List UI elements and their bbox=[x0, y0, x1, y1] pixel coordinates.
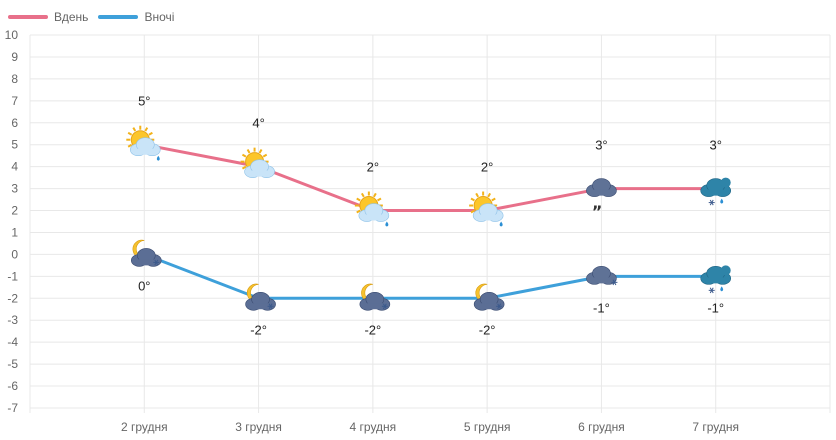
y-tick-label: 9 bbox=[11, 50, 18, 64]
x-tick-label: 4 грудня bbox=[350, 420, 397, 434]
x-tick-label: 5 грудня bbox=[464, 420, 511, 434]
svg-text:„: „ bbox=[592, 194, 603, 213]
data-label-night: -1° bbox=[593, 300, 610, 315]
series-line-night bbox=[143, 253, 716, 300]
y-tick-label: -2 bbox=[7, 291, 18, 305]
cloud-rain-snow-icon bbox=[700, 265, 732, 294]
x-tick-label: 7 грудня bbox=[692, 420, 739, 434]
data-label-night: 0° bbox=[138, 278, 150, 293]
moon-cloud-snow-icon bbox=[130, 239, 162, 267]
legend-item-day[interactable]: Вдень bbox=[8, 10, 88, 24]
y-tick-label: -3 bbox=[7, 313, 18, 327]
y-tick-label: -4 bbox=[7, 335, 18, 349]
series-line-day bbox=[144, 143, 716, 213]
data-label-night: -2° bbox=[250, 322, 267, 337]
moon-cloud-snow-icon bbox=[473, 283, 505, 311]
moon-cloud-snow-icon bbox=[245, 283, 276, 311]
legend-swatch-day bbox=[8, 15, 48, 19]
sun-cloud-rain-icon bbox=[126, 125, 161, 161]
dark-cloud-drizzle-icon: „ bbox=[586, 178, 617, 213]
y-tick-label: 2 bbox=[11, 204, 18, 218]
y-tick-label: 6 bbox=[11, 116, 18, 130]
y-tick-label: 3 bbox=[11, 182, 18, 196]
data-label-night: -1° bbox=[707, 300, 724, 315]
y-tick-label: 8 bbox=[11, 72, 18, 86]
data-label-day: 2° bbox=[481, 160, 493, 175]
data-label-day: 2° bbox=[367, 160, 379, 175]
moon-cloud-snow-icon bbox=[359, 283, 391, 311]
y-tick-label: 0 bbox=[11, 247, 18, 261]
data-label-day: 4° bbox=[252, 116, 264, 131]
cloud-rain-snow-icon bbox=[700, 177, 732, 206]
sun-cloud-rain-icon bbox=[354, 191, 390, 227]
x-tick-label: 2 грудня bbox=[121, 420, 168, 434]
data-label-night: -2° bbox=[364, 322, 381, 337]
legend-label-night: Вночі bbox=[144, 10, 175, 24]
y-tick-label: 5 bbox=[11, 138, 18, 152]
legend-label-day: Вдень bbox=[54, 10, 89, 24]
y-tick-label: -6 bbox=[7, 379, 18, 393]
y-tick-label: -7 bbox=[7, 401, 18, 415]
data-label-day: 3° bbox=[709, 138, 721, 153]
y-tick-label: -1 bbox=[7, 269, 18, 283]
x-tick-label: 6 грудня bbox=[578, 420, 625, 434]
sun-cloud-icon bbox=[240, 147, 275, 178]
dark-cloud-snow-icon bbox=[586, 266, 618, 286]
y-tick-label: 10 bbox=[5, 28, 19, 42]
x-tick-label: 3 грудня bbox=[235, 420, 282, 434]
y-tick-label: 4 bbox=[11, 160, 18, 174]
y-tick-label: 1 bbox=[11, 225, 18, 239]
sun-cloud-rain-icon bbox=[469, 191, 504, 227]
y-tick-label: 7 bbox=[11, 94, 18, 108]
legend: Вдень Вночі bbox=[8, 8, 174, 26]
data-label-night: -2° bbox=[479, 322, 496, 337]
data-label-day: 3° bbox=[595, 138, 607, 153]
y-tick-label: -5 bbox=[7, 357, 18, 371]
data-label-day: 5° bbox=[138, 94, 150, 109]
legend-swatch-night bbox=[98, 15, 139, 19]
legend-item-night[interactable]: Вночі bbox=[98, 10, 174, 24]
